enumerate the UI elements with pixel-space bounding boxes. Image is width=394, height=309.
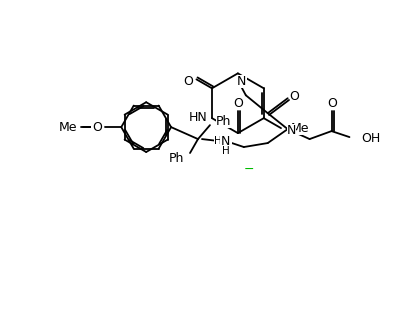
Text: Me: Me bbox=[291, 122, 309, 135]
Text: H: H bbox=[222, 146, 230, 156]
Text: OH: OH bbox=[361, 132, 381, 145]
Text: N: N bbox=[221, 134, 230, 148]
Text: H: H bbox=[214, 136, 222, 146]
Text: O: O bbox=[184, 75, 193, 88]
Text: O: O bbox=[95, 121, 104, 133]
Text: HN: HN bbox=[189, 111, 207, 124]
Text: N: N bbox=[287, 124, 296, 137]
Text: O: O bbox=[327, 97, 337, 110]
Text: Ph: Ph bbox=[169, 152, 184, 166]
Text: −: − bbox=[243, 163, 254, 176]
Text: Ph: Ph bbox=[216, 115, 231, 128]
Text: H: H bbox=[222, 146, 230, 156]
Text: Me: Me bbox=[59, 121, 78, 133]
Text: O: O bbox=[233, 97, 243, 110]
Text: N: N bbox=[221, 134, 230, 148]
Text: O: O bbox=[93, 121, 102, 133]
Text: O: O bbox=[290, 90, 299, 103]
Text: N: N bbox=[237, 75, 247, 88]
